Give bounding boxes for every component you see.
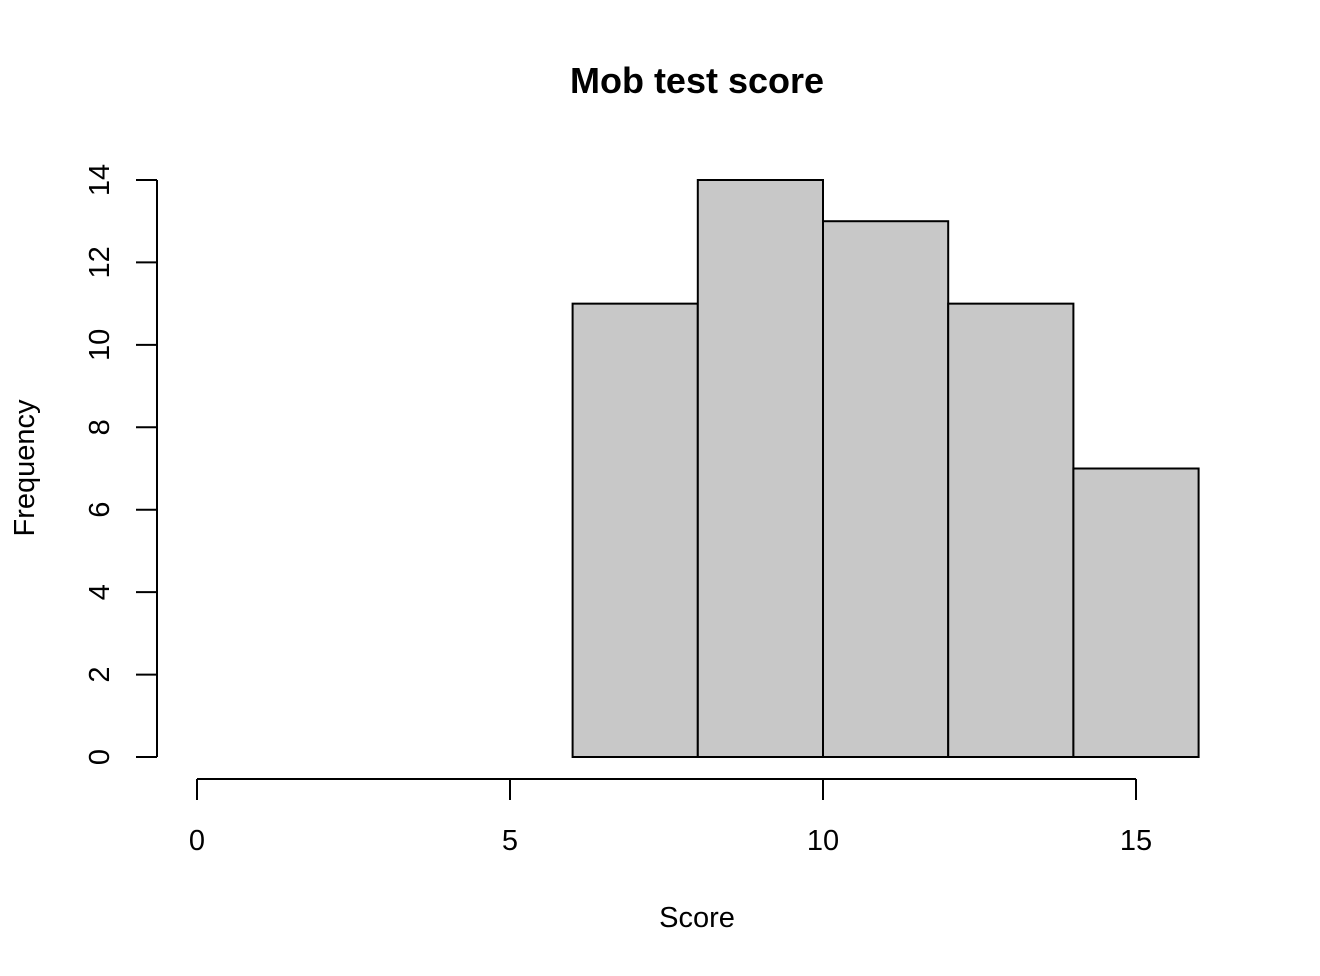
y-tick-label-3: 6 (84, 502, 116, 518)
x-tick-label-3: 15 (1120, 825, 1152, 857)
x-tick-label-2: 10 (807, 825, 839, 857)
y-tick-label-0: 0 (84, 749, 116, 765)
y-tick-label-6: 12 (84, 246, 116, 278)
histogram-bar-1 (696, 179, 824, 758)
histogram-bar-0 (571, 302, 699, 758)
y-tick-label-2: 4 (84, 584, 116, 600)
x-axis: 0 5 10 15 (189, 778, 1152, 857)
y-tick-label-5: 10 (84, 329, 116, 361)
x-tick-label-1: 5 (502, 825, 518, 857)
x-tick-label-0: 0 (189, 825, 205, 857)
chart-title: Mob test score (570, 60, 824, 101)
y-tick-label-4: 8 (84, 419, 116, 435)
y-axis-label: Frequency (9, 399, 41, 537)
y-axis: 0 2 4 6 8 10 12 14 (84, 164, 158, 765)
histogram-bar-4 (1072, 467, 1200, 758)
y-tick-label-1: 2 (84, 667, 116, 683)
y-tick-label-7: 14 (84, 164, 116, 196)
bars-group (571, 179, 1200, 758)
histogram-bar-2 (822, 220, 950, 758)
x-axis-label: Score (659, 902, 735, 934)
histogram-bar-3 (947, 302, 1075, 758)
